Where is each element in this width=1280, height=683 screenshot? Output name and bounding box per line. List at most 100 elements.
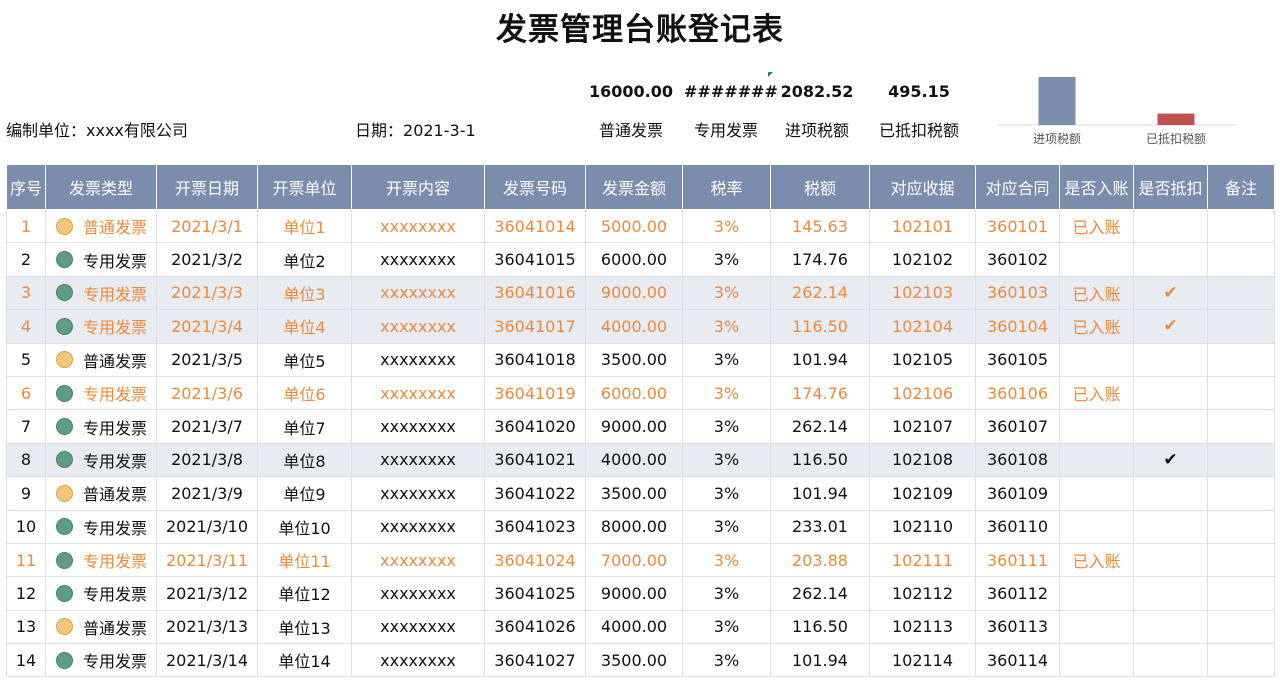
contract-no-cell[interactable]: 360105 (975, 342, 1060, 377)
posted-status-cell[interactable] (1059, 643, 1134, 678)
invoice-content-cell[interactable]: xxxxxxxx (351, 208, 485, 244)
deducted-mark-cell[interactable] (1133, 542, 1208, 578)
issuing-unit-cell[interactable]: 单位7 (257, 409, 352, 444)
invoice-type-cell[interactable]: 普通发票 (45, 476, 157, 511)
tax-rate-cell[interactable]: 3% (682, 576, 771, 611)
invoice-number-cell[interactable]: 36041017 (484, 309, 586, 344)
invoice-date-cell[interactable]: 2021/3/9 (156, 476, 258, 511)
remark-cell[interactable] (1207, 442, 1275, 478)
invoice-type-cell[interactable]: 专用发票 (45, 542, 157, 578)
receipt-no-cell[interactable]: 102109 (869, 476, 976, 511)
posted-status-cell[interactable] (1059, 409, 1134, 444)
invoice-type-cell[interactable]: 专用发票 (45, 409, 157, 444)
invoice-content-cell[interactable]: xxxxxxxx (351, 242, 485, 277)
tax-amount-cell[interactable]: 203.88 (770, 542, 870, 578)
row-no-cell[interactable]: 8 (6, 442, 46, 478)
invoice-amount-cell[interactable]: 9000.00 (585, 409, 683, 444)
invoice-type-cell[interactable]: 普通发票 (45, 208, 157, 244)
tax-amount-cell[interactable]: 101.94 (770, 342, 870, 377)
contract-no-cell[interactable]: 360109 (975, 476, 1060, 511)
tax-rate-cell[interactable]: 3% (682, 509, 771, 544)
invoice-amount-cell[interactable]: 4000.00 (585, 309, 683, 344)
table-row[interactable]: 4 专用发票 2021/3/4 单位4 xxxxxxxx 36041017 4000.00 3… (6, 309, 1275, 344)
invoice-content-cell[interactable]: xxxxxxxx (351, 309, 485, 344)
invoice-amount-cell[interactable]: 6000.00 (585, 242, 683, 277)
issuing-unit-cell[interactable]: 单位8 (257, 442, 352, 478)
tax-amount-cell[interactable]: 145.63 (770, 208, 870, 244)
remark-cell[interactable] (1207, 476, 1275, 511)
table-row[interactable]: 7 专用发票 2021/3/7 单位7 xxxxxxxx 36041020 9000.00 3… (6, 409, 1275, 444)
invoice-number-cell[interactable]: 36041023 (484, 509, 586, 544)
receipt-no-cell[interactable]: 102111 (869, 542, 976, 578)
invoice-amount-cell[interactable]: 7000.00 (585, 542, 683, 578)
contract-no-cell[interactable]: 360102 (975, 242, 1060, 277)
deducted-mark-cell[interactable] (1133, 576, 1208, 611)
invoice-date-cell[interactable]: 2021/3/5 (156, 342, 258, 377)
tax-amount-cell[interactable]: 262.14 (770, 576, 870, 611)
contract-no-cell[interactable]: 360113 (975, 609, 1060, 645)
receipt-no-cell[interactable]: 102112 (869, 576, 976, 611)
remark-cell[interactable] (1207, 375, 1275, 411)
remark-cell[interactable] (1207, 643, 1275, 678)
invoice-number-cell[interactable]: 36041025 (484, 576, 586, 611)
row-no-cell[interactable]: 14 (6, 643, 46, 678)
table-row[interactable]: 11 专用发票 2021/3/11 单位11 xxxxxxxx 36041024 7000.… (6, 542, 1275, 578)
posted-status-cell[interactable] (1059, 509, 1134, 544)
deducted-mark-cell[interactable]: ✔ (1133, 442, 1208, 478)
invoice-date-cell[interactable]: 2021/3/2 (156, 242, 258, 277)
tax-amount-cell[interactable]: 116.50 (770, 609, 870, 645)
issuing-unit-cell[interactable]: 单位13 (257, 609, 352, 645)
invoice-type-cell[interactable]: 专用发票 (45, 442, 157, 478)
deducted-mark-cell[interactable]: ✔ (1133, 309, 1208, 344)
invoice-number-cell[interactable]: 36041020 (484, 409, 586, 444)
invoice-number-cell[interactable]: 36041018 (484, 342, 586, 377)
table-row[interactable]: 10 专用发票 2021/3/10 单位10 xxxxxxxx 36041023 8000.… (6, 509, 1275, 544)
invoice-content-cell[interactable]: xxxxxxxx (351, 609, 485, 645)
deducted-mark-cell[interactable] (1133, 375, 1208, 411)
deducted-mark-cell[interactable] (1133, 509, 1208, 544)
tax-amount-cell[interactable]: 174.76 (770, 242, 870, 277)
deducted-mark-cell[interactable] (1133, 476, 1208, 511)
deducted-mark-cell[interactable]: ✔ (1133, 275, 1208, 311)
remark-cell[interactable] (1207, 309, 1275, 344)
contract-no-cell[interactable]: 360107 (975, 409, 1060, 444)
deducted-mark-cell[interactable] (1133, 242, 1208, 277)
invoice-date-cell[interactable]: 2021/3/12 (156, 576, 258, 611)
invoice-date-cell[interactable]: 2021/3/10 (156, 509, 258, 544)
posted-status-cell[interactable]: 已入账 (1059, 375, 1134, 411)
tax-rate-cell[interactable]: 3% (682, 609, 771, 645)
tax-amount-cell[interactable]: 101.94 (770, 476, 870, 511)
table-row[interactable]: 6 专用发票 2021/3/6 单位6 xxxxxxxx 36041019 6000.00 3… (6, 375, 1275, 411)
tax-amount-cell[interactable]: 233.01 (770, 509, 870, 544)
receipt-no-cell[interactable]: 102103 (869, 275, 976, 311)
invoice-number-cell[interactable]: 36041022 (484, 476, 586, 511)
invoice-number-cell[interactable]: 36041014 (484, 208, 586, 244)
remark-cell[interactable] (1207, 609, 1275, 645)
contract-no-cell[interactable]: 360111 (975, 542, 1060, 578)
table-row[interactable]: 2 专用发票 2021/3/2 单位2 xxxxxxxx 36041015 6000.00 3… (6, 242, 1275, 277)
tax-rate-cell[interactable]: 3% (682, 409, 771, 444)
tax-rate-cell[interactable]: 3% (682, 375, 771, 411)
tax-amount-cell[interactable]: 262.14 (770, 409, 870, 444)
invoice-amount-cell[interactable]: 3500.00 (585, 342, 683, 377)
posted-status-cell[interactable]: 已入账 (1059, 275, 1134, 311)
tax-rate-cell[interactable]: 3% (682, 542, 771, 578)
tax-rate-cell[interactable]: 3% (682, 643, 771, 678)
contract-no-cell[interactable]: 360103 (975, 275, 1060, 311)
invoice-date-cell[interactable]: 2021/3/7 (156, 409, 258, 444)
tax-rate-cell[interactable]: 3% (682, 208, 771, 244)
row-no-cell[interactable]: 2 (6, 242, 46, 277)
invoice-amount-cell[interactable]: 6000.00 (585, 375, 683, 411)
issuing-unit-cell[interactable]: 单位14 (257, 643, 352, 678)
receipt-no-cell[interactable]: 102110 (869, 509, 976, 544)
posted-status-cell[interactable]: 已入账 (1059, 208, 1134, 244)
row-no-cell[interactable]: 1 (6, 208, 46, 244)
remark-cell[interactable] (1207, 576, 1275, 611)
invoice-number-cell[interactable]: 36041024 (484, 542, 586, 578)
remark-cell[interactable] (1207, 409, 1275, 444)
table-row[interactable]: 5 普通发票 2021/3/5 单位5 xxxxxxxx 36041018 3500.00 3… (6, 342, 1275, 377)
row-no-cell[interactable]: 7 (6, 409, 46, 444)
row-no-cell[interactable]: 10 (6, 509, 46, 544)
tax-rate-cell[interactable]: 3% (682, 442, 771, 478)
contract-no-cell[interactable]: 360101 (975, 208, 1060, 244)
